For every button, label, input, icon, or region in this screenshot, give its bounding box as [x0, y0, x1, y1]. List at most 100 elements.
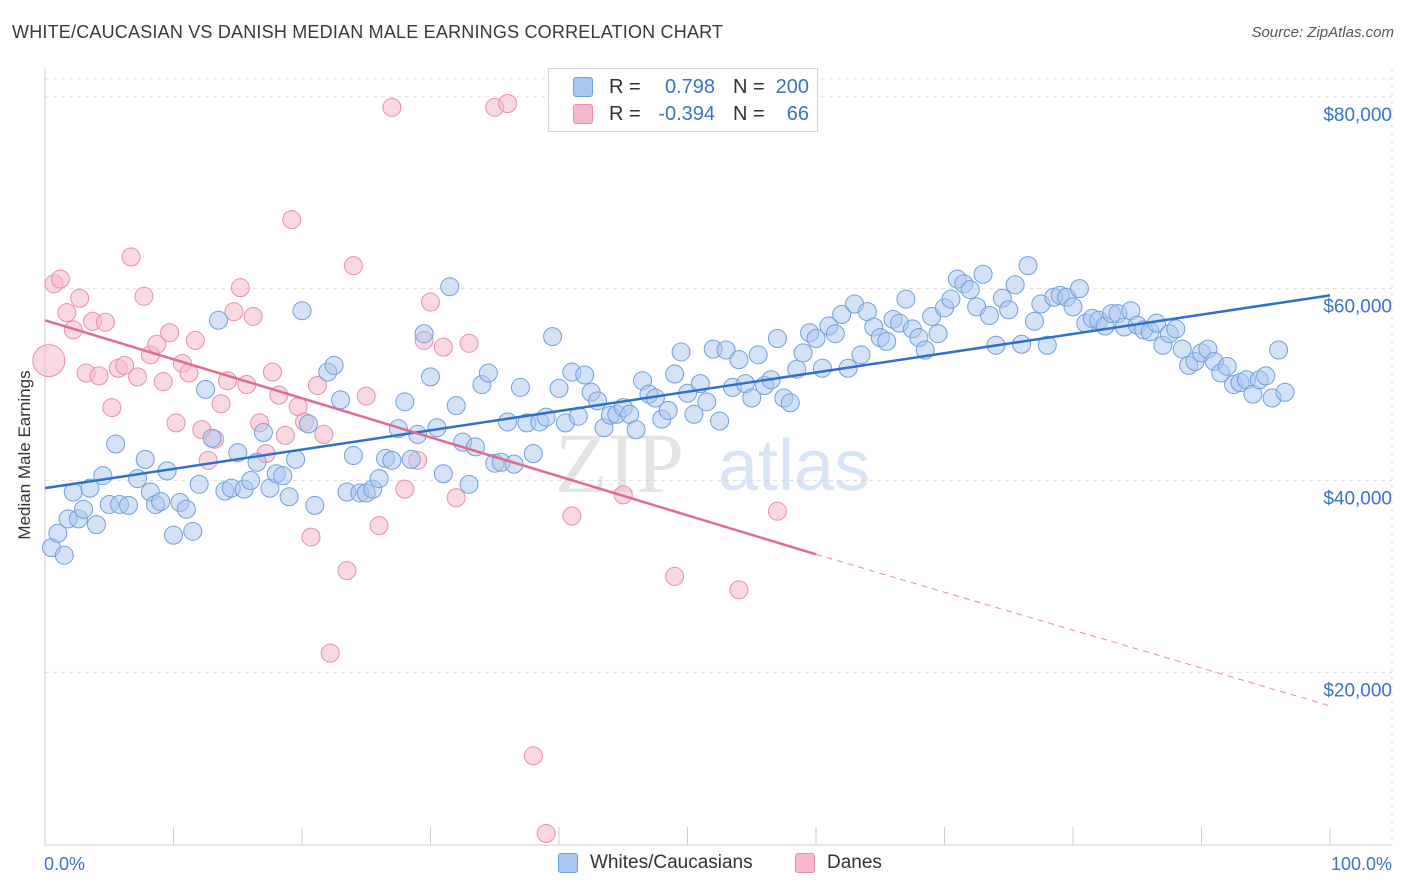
danes-point — [320, 643, 340, 663]
legend-r-label: R = — [609, 102, 641, 125]
whites-point — [960, 280, 980, 300]
whites-point — [780, 393, 800, 413]
danes-point — [128, 367, 148, 387]
danes-point — [275, 425, 295, 445]
danes-point — [70, 288, 90, 308]
y-tick-label: $60,000 — [1323, 297, 1392, 318]
series-swatch-danes — [795, 853, 815, 873]
danes-point — [536, 823, 556, 843]
whites-point — [324, 355, 344, 375]
whites-point — [1037, 335, 1057, 355]
whites-point — [825, 324, 845, 344]
whites-point — [710, 411, 730, 431]
whites-point — [896, 289, 916, 309]
series-label-danes: Danes — [827, 852, 882, 873]
y-tick-label: $80,000 — [1323, 105, 1392, 126]
whites-point — [1217, 356, 1237, 376]
trend-lines — [44, 294, 1331, 707]
danes-point — [421, 292, 440, 312]
danes-point — [382, 97, 402, 117]
whites-point — [440, 277, 460, 297]
whites-point — [748, 345, 768, 365]
whites-point — [433, 464, 453, 484]
legend-row-danes: R = -0.394 N = 66 — [573, 101, 809, 127]
danes-point — [767, 501, 787, 521]
source-label: Source: ZipAtlas.com — [1251, 24, 1394, 41]
danes-point — [665, 566, 685, 586]
whites-point — [806, 329, 826, 349]
legend-row-whites: R = 0.798 N = 200 — [573, 74, 809, 100]
whites-point — [176, 499, 196, 519]
whites-point — [1024, 311, 1044, 331]
danes-point — [343, 256, 363, 276]
whites-point — [446, 396, 466, 416]
whites-point — [684, 404, 704, 424]
series-legend-danes[interactable]: Danes — [795, 852, 882, 874]
whites-point — [298, 414, 318, 434]
whites-point — [228, 443, 248, 463]
whites-point — [279, 487, 299, 507]
danes-point — [301, 527, 321, 547]
whites-points — [41, 256, 1295, 565]
danes-point — [134, 286, 154, 306]
whites-point — [86, 515, 106, 535]
whites-point — [523, 444, 543, 464]
legend-r-value: 0.798 — [664, 75, 715, 98]
legend-swatch-whites — [573, 77, 593, 97]
whites-point — [979, 305, 999, 325]
whites-point — [241, 470, 261, 490]
whites-point — [498, 412, 518, 432]
whites-trend-line — [44, 294, 1331, 490]
danes-point — [198, 450, 218, 470]
whites-point — [543, 327, 563, 347]
whites-point — [48, 523, 68, 543]
whites-point — [1172, 339, 1192, 359]
legend-r-label: R = — [609, 75, 641, 98]
whites-point — [80, 478, 100, 498]
whites-point — [793, 343, 813, 363]
danes-point — [337, 561, 357, 581]
whites-point — [941, 289, 961, 309]
whites-point — [253, 423, 273, 443]
danes-point — [211, 394, 231, 414]
whites-point — [369, 469, 389, 489]
whites-point — [331, 390, 351, 410]
whites-point — [286, 449, 306, 469]
legend-n-label: N = — [733, 75, 765, 98]
danes-point — [102, 398, 122, 418]
danes-point — [230, 278, 250, 298]
danes-point — [160, 323, 180, 343]
whites-point — [93, 466, 113, 486]
danes-point — [115, 355, 135, 375]
y-axis-title: Median Male Earnings — [15, 370, 34, 539]
whites-point — [729, 350, 749, 370]
danes-point — [95, 312, 115, 332]
whites-point — [202, 428, 222, 448]
whites-point — [196, 379, 216, 399]
whites-point — [999, 300, 1019, 320]
whites-point — [697, 392, 717, 412]
danes-point — [57, 303, 77, 323]
danes-point — [307, 376, 327, 396]
y-tick-label: $20,000 — [1323, 680, 1392, 701]
whites-point — [106, 434, 126, 454]
danes-point — [32, 344, 66, 378]
danes-point — [243, 306, 263, 326]
whites-point — [54, 545, 74, 565]
whites-point — [626, 420, 646, 440]
whites-point — [575, 365, 595, 385]
whites-point — [1063, 297, 1083, 317]
danes-point — [498, 93, 518, 113]
series-swatch-whites — [558, 853, 578, 873]
whites-point — [1012, 334, 1032, 354]
whites-point — [973, 264, 993, 284]
danes-point — [224, 302, 244, 322]
danes-point — [50, 269, 70, 289]
danes-point — [523, 746, 543, 766]
danes-point — [262, 362, 282, 382]
whites-point — [208, 310, 228, 330]
series-legend-whites[interactable]: Whites/Caucasians — [558, 852, 753, 874]
whites-point — [273, 466, 293, 486]
whites-point — [877, 331, 897, 351]
